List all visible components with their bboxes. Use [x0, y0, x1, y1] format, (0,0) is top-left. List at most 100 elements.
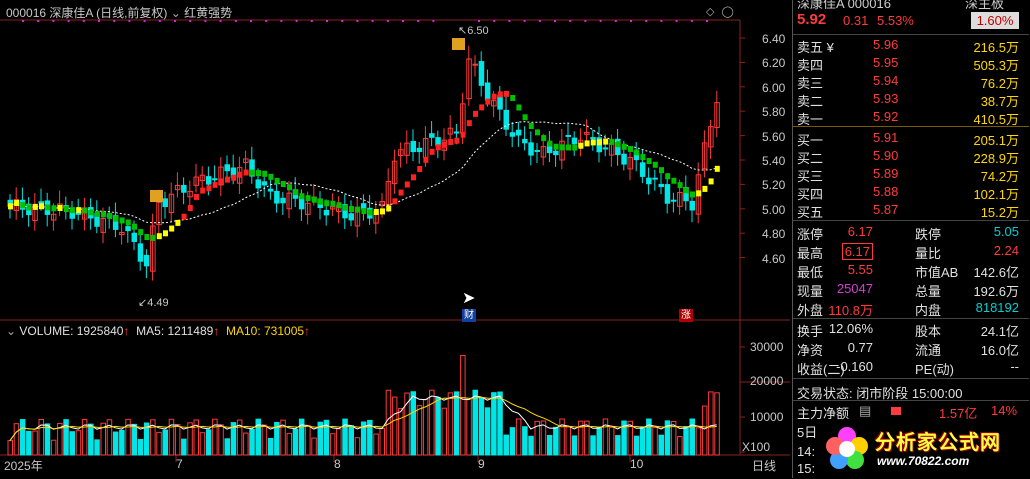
ma-strength-block [628, 145, 633, 152]
chevron-down-icon[interactable]: ⌄ [170, 6, 181, 20]
ma-strength-block [652, 161, 658, 168]
ma10-value: MA10: 731005 [225, 324, 305, 338]
sell-level-4: 卖四 5.95 505.3万 [793, 54, 1029, 73]
sell-label: 卖四 [797, 58, 824, 73]
volume-bar [212, 418, 218, 456]
ma-strength-block [485, 98, 491, 105]
circle-icon[interactable]: ◯ [721, 6, 734, 18]
ma-strength-block [497, 91, 503, 98]
volume-bar [143, 422, 150, 456]
stat-label: 现量 [797, 284, 824, 299]
buy-volume: 15.2万 [980, 205, 1019, 220]
volume-bar [553, 426, 559, 456]
ma-strength-block [491, 93, 497, 100]
ma-strength-block [107, 212, 113, 219]
ma-strength-block [373, 209, 379, 216]
ma-strength-block [541, 135, 547, 142]
candle-body [187, 190, 193, 198]
ma-strength-block [330, 200, 336, 207]
candle-body [689, 200, 695, 211]
buy-level-3: 买三 5.89 74.2万 [793, 165, 1029, 184]
candle-body [162, 198, 168, 208]
volume-header: ⌄ VOLUME: 1925840↑ MA5: 1211489↑ MA10: 7… [6, 324, 311, 338]
ma-strength-block [342, 204, 348, 211]
candle-body [50, 213, 57, 221]
price-tick: 5.40 [762, 154, 786, 168]
list-icon[interactable]: ▤ [859, 403, 872, 418]
ma-strength-block [392, 198, 398, 205]
signal-dot [67, 20, 70, 22]
diamond-icon[interactable]: ◇ [706, 6, 715, 18]
volume-collapse-icon[interactable]: ⌄ [6, 324, 17, 338]
volume-bar [137, 439, 144, 456]
market-tag: 深主板 [965, 0, 1005, 11]
trade-status-row: 交易状态: 闭市阶段 15:00:00 [793, 382, 1029, 401]
volume-bar [453, 391, 460, 456]
volume-bar [410, 391, 416, 456]
kline-chart[interactable] [0, 0, 790, 478]
candle-body [286, 192, 292, 210]
volume-bar [670, 420, 677, 456]
candle-body [348, 213, 354, 221]
candle-body [553, 150, 559, 156]
ma-strength-block [454, 137, 460, 144]
finance-event-tag[interactable]: 财 [462, 309, 476, 322]
ma-strength-block [659, 167, 664, 174]
signal-dot [690, 20, 693, 22]
volume-bar [652, 427, 658, 456]
ma-strength-block [404, 181, 410, 188]
high-annotation: ↖6.50 [458, 25, 489, 37]
volume-bar [342, 418, 348, 456]
ma-strength-block [70, 207, 75, 214]
window-controls: ◇ ◯ [706, 5, 734, 18]
rise-event-tag[interactable]: 涨 [679, 309, 693, 322]
signal-dot [341, 20, 344, 22]
candle-body [125, 226, 131, 232]
ma-strength-block [696, 190, 702, 197]
sell-volume: 216.5万 [973, 40, 1019, 55]
sell-level-5: 卖五 ¥ 5.96 216.5万 [793, 36, 1029, 55]
ma-strength-block [225, 176, 230, 183]
volume-bar [627, 420, 633, 456]
candle-body [484, 82, 491, 101]
signal-dot [554, 20, 556, 22]
volume-bar [261, 424, 268, 456]
candle-body [150, 225, 156, 272]
volume-bar [435, 396, 441, 456]
signal-dot [280, 20, 283, 22]
candle-body [379, 201, 385, 207]
sell-price: 5.92 [873, 109, 899, 124]
signal-dot [52, 20, 55, 22]
volume-bar [44, 423, 51, 456]
ma-strength-block [380, 208, 385, 215]
candle-body [193, 176, 199, 186]
volume-bar [447, 392, 454, 456]
date-tick: 10 [630, 457, 644, 471]
volume-bar [187, 422, 193, 456]
volume-bar [329, 433, 336, 456]
main-flow-label: 主力净额 [797, 406, 850, 421]
price-tick: 5.60 [762, 129, 786, 144]
volume-bar [193, 419, 199, 456]
ma-strength-block [39, 203, 44, 210]
indicator-name[interactable]: 红黄强势 [184, 6, 233, 20]
volume-bar [466, 398, 472, 456]
buy-level-1: 买一 5.91 205.1万 [793, 129, 1029, 148]
chart-mode[interactable]: (日线,前复权) [96, 6, 168, 20]
volume-ma10-line [9, 396, 717, 441]
stock-name[interactable]: 深康佳A [49, 6, 93, 20]
ma-strength-block [200, 187, 206, 194]
chart-area[interactable]: 000016 深康佳A (日线,前复权) ⌄ 红黄强势 ◇ ◯ 6.40 6.20… [0, 0, 790, 478]
candle-body [509, 132, 516, 137]
volume-bar [391, 396, 398, 456]
volume-bar [540, 420, 547, 456]
volume-bar [360, 421, 367, 456]
date-tick[interactable]: 日线 [752, 459, 777, 473]
candle-body [677, 191, 683, 207]
ma-strength-block [293, 189, 299, 196]
volume-bar [317, 421, 323, 456]
volume-bar [379, 428, 385, 456]
label-14: 14: [797, 444, 816, 459]
stat-value: 12.06% [828, 321, 873, 336]
volume-bar [484, 407, 491, 456]
